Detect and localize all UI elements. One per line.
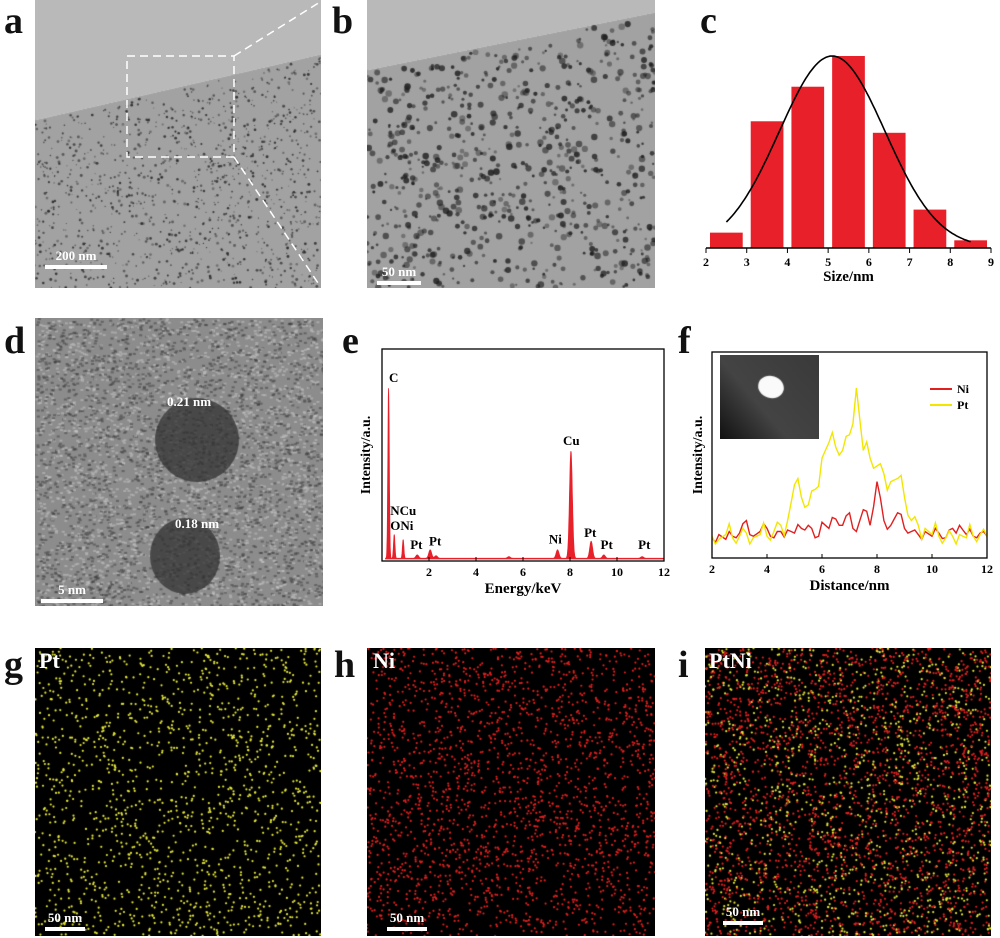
scale-bar-label: 50 nm <box>381 264 417 279</box>
spectrum-area <box>385 388 665 560</box>
map-element-label: Ni <box>373 648 395 673</box>
scale-bar-label: 5 nm <box>58 582 86 597</box>
peak-label: Pt <box>601 537 614 552</box>
peak-label: C <box>389 370 398 385</box>
gaussian-fit-curve <box>725 55 971 243</box>
map-element-label: Pt <box>39 648 60 673</box>
x-tick-label: 10 <box>611 565 623 579</box>
lattice-spacing-2: 0.18 nm <box>175 516 220 531</box>
panel-label-e: e <box>342 320 359 362</box>
x-axis-title: Distance/nm <box>810 578 891 594</box>
histogram-bar <box>750 121 784 248</box>
histogram-bar <box>710 232 743 248</box>
line-scan-profile: 2 4 6 8 10 12 Distance/nm Intensity/a.u. Ni Pt <box>691 351 993 594</box>
tem-image-b: 50 nm <box>367 0 655 288</box>
panel-label-c: c <box>700 0 717 42</box>
x-tick-label: 6 <box>819 562 825 576</box>
histogram-bar <box>791 86 825 248</box>
x-tick-label: 4 <box>473 565 479 579</box>
eds-map-pt: Pt 50 nm <box>35 648 321 936</box>
peak-label: Cu <box>563 433 580 448</box>
line-ni <box>711 481 988 544</box>
panel-label-d: d <box>4 320 26 362</box>
panel-label-b: b <box>332 0 354 42</box>
y-axis-title: Intensity/a.u. <box>691 416 706 495</box>
scale-bar-label: 200 nm <box>55 248 97 263</box>
x-tick-label: 5 <box>825 255 831 269</box>
map-element-label: PtNi <box>709 648 752 673</box>
hrtem-image-d: 0.21 nm 0.18 nm 5 nm <box>35 318 323 606</box>
legend-label: Ni <box>957 382 970 396</box>
x-tick-label: 3 <box>744 255 750 269</box>
x-tick-label: 4 <box>784 255 790 269</box>
scale-bar-d: 5 nm <box>41 582 103 603</box>
eds-map-ni: Ni 50 nm <box>367 648 655 936</box>
histogram-bar <box>832 56 865 248</box>
scale-bar-h: 50 nm <box>387 910 427 931</box>
x-tick-label: 10 <box>926 562 938 576</box>
x-tick-label: 12 <box>981 562 993 576</box>
plot-frame <box>711 351 988 559</box>
x-tick-label: 6 <box>520 565 526 579</box>
x-tick-label: 8 <box>567 565 573 579</box>
x-tick-label: 9 <box>988 255 994 269</box>
lattice-spacing-1: 0.21 nm <box>167 394 212 409</box>
peak-label: Ni <box>549 532 562 547</box>
scale-bar-a: 200 nm <box>45 248 107 269</box>
size-histogram: 2 3 4 5 6 7 8 9 Size/nm <box>703 55 994 285</box>
line-pt <box>711 387 988 546</box>
scale-bar-i: 50 nm <box>723 904 763 925</box>
x-tick-label: 6 <box>866 255 872 269</box>
panel-label-a: a <box>4 0 23 42</box>
y-axis-title: Intensity/a.u. <box>359 416 374 495</box>
panel-label-i: i <box>678 644 689 686</box>
panel-label-h: h <box>334 644 356 686</box>
peak-label: NCu <box>390 503 416 518</box>
histogram-bar <box>872 132 906 248</box>
scale-bar-g: 50 nm <box>45 910 85 931</box>
x-axis-title: Size/nm <box>823 269 874 285</box>
x-tick-label: 8 <box>874 562 880 576</box>
peak-label: Pt <box>638 537 651 552</box>
scale-bar-b: 50 nm <box>377 264 421 285</box>
peak-label: Pt <box>429 533 442 548</box>
panel-label-g: g <box>4 644 23 686</box>
scale-bar-label: 50 nm <box>47 910 83 925</box>
histogram-bar <box>954 240 987 248</box>
eds-map-ptni: PtNi 50 nm <box>705 648 991 936</box>
scale-bar-label: 50 nm <box>389 910 425 925</box>
x-tick-label: 2 <box>709 562 715 576</box>
x-tick-label: 2 <box>703 255 709 269</box>
x-tick-label: 8 <box>947 255 953 269</box>
peak-label: Pt <box>410 537 423 552</box>
histogram-bar <box>913 209 947 248</box>
x-tick-label: 2 <box>426 565 432 579</box>
plot-frame <box>381 348 665 562</box>
x-tick-label: 12 <box>658 565 670 579</box>
peak-label: Pt <box>584 525 597 540</box>
scale-bar-label: 50 nm <box>725 904 761 919</box>
panel-label-f: f <box>678 320 691 362</box>
x-axis-title: Energy/keV <box>485 581 562 597</box>
tem-image-a: 200 nm <box>35 0 321 288</box>
x-tick-label: 4 <box>764 562 770 576</box>
legend-label: Pt <box>957 398 968 412</box>
zoom-box-overlay <box>126 1 321 287</box>
peak-label: ONi <box>390 518 414 533</box>
x-tick-label: 7 <box>907 255 913 269</box>
haadf-inset <box>720 355 819 439</box>
